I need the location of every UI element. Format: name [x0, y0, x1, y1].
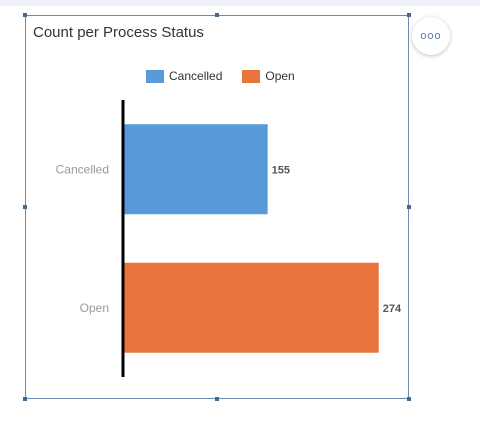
- data-label-cancelled: 155: [272, 164, 290, 176]
- resize-handle-bottom-left[interactable]: [23, 397, 27, 401]
- category-label-cancelled: Cancelled: [56, 162, 109, 176]
- resize-handle-top-right[interactable]: [407, 13, 411, 17]
- chart-title: Count per Process Status: [33, 24, 204, 41]
- data-label-open: 274: [383, 303, 402, 315]
- legend-label-open: Open: [265, 69, 295, 83]
- legend-item-open[interactable]: Open: [242, 69, 295, 83]
- resize-handle-middle-left[interactable]: [23, 205, 27, 209]
- legend-swatch-cancelled: [146, 69, 164, 83]
- bar-cancelled[interactable]: [123, 124, 268, 215]
- legend-item-cancelled[interactable]: Cancelled: [146, 69, 222, 83]
- resize-handle-bottom-right[interactable]: [407, 397, 411, 401]
- legend-swatch-open: [242, 69, 261, 83]
- resize-handle-bottom-middle[interactable]: [215, 397, 219, 401]
- more-options-icon: ooo: [420, 30, 442, 42]
- legend-label-cancelled: Cancelled: [169, 69, 223, 83]
- resize-handle-middle-right[interactable]: [407, 205, 411, 209]
- bar-chart: 155 Cancelled 274 Open: [56, 100, 402, 377]
- top-strip: [0, 0, 480, 6]
- more-options-button[interactable]: ooo: [412, 17, 450, 55]
- chart-legend: Cancelled Open: [146, 69, 315, 83]
- category-label-open: Open: [80, 301, 109, 315]
- resize-handle-top-middle[interactable]: [215, 13, 219, 17]
- resize-handle-top-left[interactable]: [23, 13, 27, 17]
- bar-open[interactable]: [123, 262, 379, 353]
